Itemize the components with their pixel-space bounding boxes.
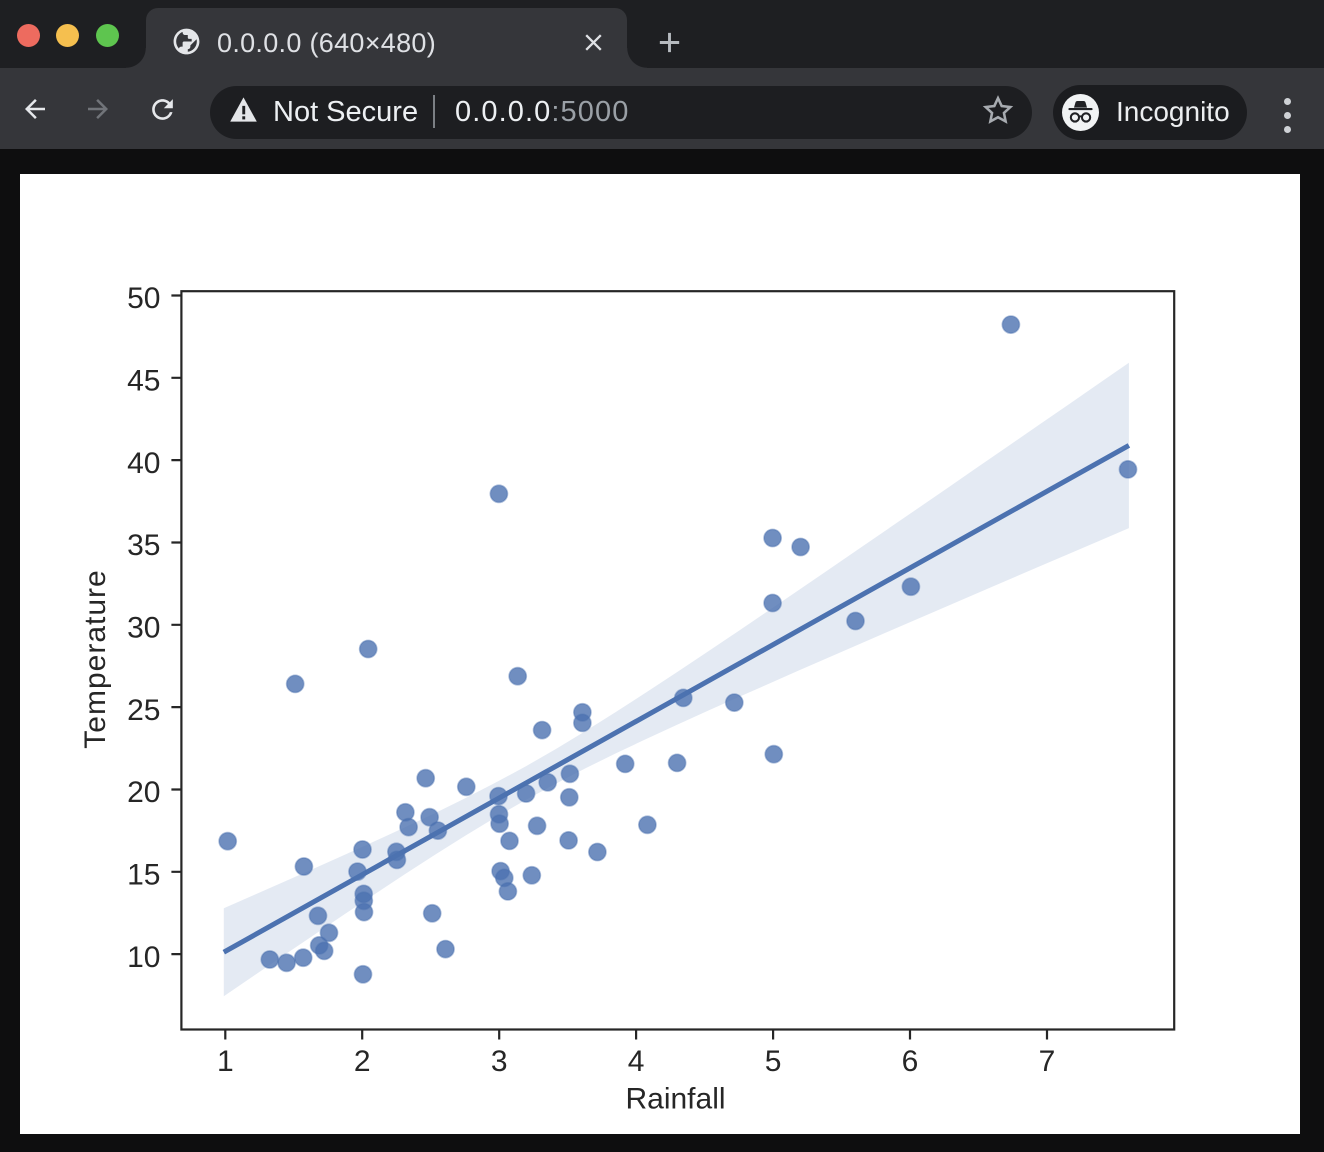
svg-text:7: 7 [1038,1045,1055,1078]
svg-text:2: 2 [353,1045,370,1078]
svg-text:45: 45 [127,364,160,397]
svg-text:25: 25 [127,693,160,726]
svg-text:3: 3 [490,1045,507,1078]
svg-text:35: 35 [127,529,160,562]
svg-text:Rainfall: Rainfall [625,1082,725,1115]
svg-text:40: 40 [127,446,160,479]
svg-text:1: 1 [216,1045,233,1078]
svg-text:20: 20 [127,776,160,809]
svg-text:10: 10 [127,940,160,973]
svg-text:5: 5 [764,1045,781,1078]
svg-text:6: 6 [901,1045,918,1078]
svg-text:30: 30 [127,611,160,644]
svg-text:15: 15 [127,858,160,891]
svg-text:Temperature: Temperature [79,569,112,748]
svg-text:50: 50 [127,282,160,315]
svg-text:4: 4 [627,1045,644,1078]
